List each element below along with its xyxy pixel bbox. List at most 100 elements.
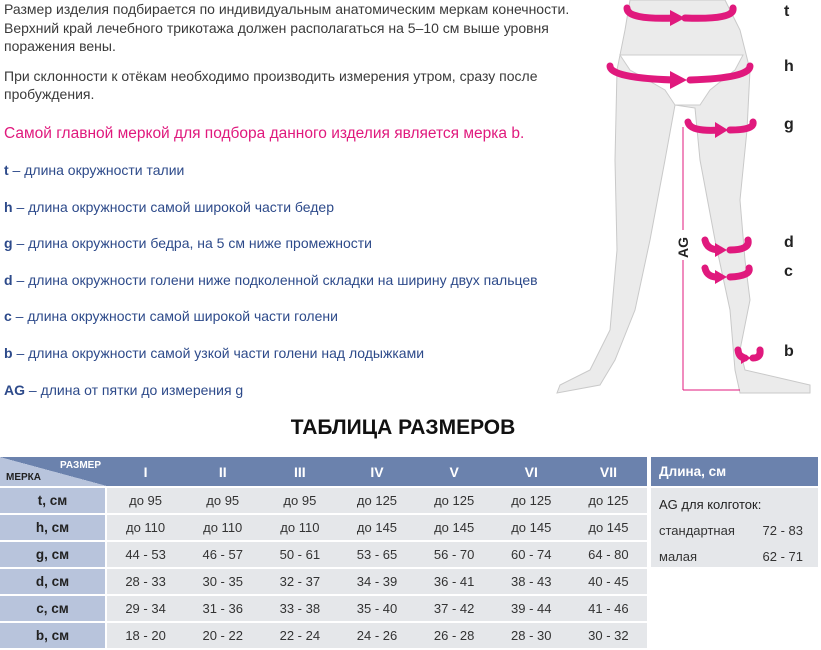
table-cell: 64 - 80 bbox=[569, 542, 647, 567]
table-cell: 26 - 28 bbox=[415, 623, 493, 648]
arrow-h bbox=[606, 62, 754, 84]
length-row: малая 62 - 71 bbox=[659, 544, 810, 570]
size-header: III bbox=[261, 457, 339, 486]
table-cell: 30 - 35 bbox=[184, 569, 262, 594]
legend-code: d bbox=[4, 271, 13, 288]
corner-measure-label: МЕРКА bbox=[6, 472, 41, 483]
ag-label: AG bbox=[675, 237, 691, 258]
legend-item: h – длина окружности самой широкой части… bbox=[4, 197, 538, 234]
ag-label-bg bbox=[673, 230, 693, 260]
intro-paragraph-2: При склонности к отёкам необходимо произ… bbox=[4, 67, 538, 103]
table-cell: 60 - 74 bbox=[492, 542, 570, 567]
length-table: Длина, см AG для колготок: стандартная 72… bbox=[651, 457, 818, 567]
table-cell: до 110 bbox=[261, 515, 339, 540]
legend-code: c bbox=[4, 308, 12, 325]
table-row: g, см 44 - 53 46 - 57 50 - 61 53 - 65 56 - 70… bbox=[0, 542, 647, 567]
length-row: стандартная 72 - 83 bbox=[659, 518, 810, 544]
table-row: h, см до 110 до 110 до 110 до 145 до 145 до 14… bbox=[0, 515, 647, 540]
legend-text: – длина окружности талии bbox=[8, 162, 185, 178]
table-cell: до 145 bbox=[338, 515, 416, 540]
legend-item: t – длина окружности талии bbox=[4, 160, 538, 197]
table-cell: 39 - 44 bbox=[492, 596, 570, 621]
table-row: b, см 18 - 20 20 - 22 22 - 24 24 - 26 26 - 28… bbox=[0, 623, 647, 648]
table-cell: 20 - 22 bbox=[184, 623, 262, 648]
legend-item: d – длина окружности голени ниже подколе… bbox=[4, 270, 538, 307]
row-label: g, см bbox=[0, 542, 107, 567]
table-cell: 35 - 40 bbox=[338, 596, 416, 621]
table-cell: до 145 bbox=[492, 515, 570, 540]
row-label: h, см bbox=[0, 515, 107, 540]
legend-item: AG – длина от пятки до измерения g bbox=[4, 380, 538, 417]
length-subtitle-text: AG для колготок: bbox=[659, 497, 762, 512]
legend-item: b – длина окружности самой узкой части г… bbox=[4, 343, 538, 380]
legend-code: h bbox=[4, 198, 13, 215]
key-measurement-note: Самой главной меркой для подбора данного… bbox=[4, 125, 525, 142]
row-label: t, см bbox=[0, 488, 107, 513]
arrowhead bbox=[670, 71, 687, 89]
length-subtitle: AG для колготок: bbox=[659, 492, 810, 518]
figure-label-h: h bbox=[784, 58, 794, 75]
table-row: c, см 29 - 34 31 - 36 33 - 38 35 - 40 37 - 42… bbox=[0, 596, 647, 621]
table-cell: до 110 bbox=[184, 515, 262, 540]
size-table: РАЗМЕР МЕРКА I II III IV V VI VII t, см до 95 до … bbox=[0, 455, 647, 650]
table-cell: 28 - 30 bbox=[492, 623, 570, 648]
figure-label-d: d bbox=[784, 234, 794, 251]
intro-paragraph-1: Размер изделия подбирается по индивидуал… bbox=[4, 1, 570, 54]
size-header: VII bbox=[569, 457, 647, 486]
table-cell: до 95 bbox=[261, 488, 339, 513]
arrow-t bbox=[623, 4, 737, 22]
row-label: b, см bbox=[0, 623, 107, 648]
table-cell: до 95 bbox=[107, 488, 185, 513]
legend-code: t bbox=[4, 162, 9, 178]
measurement-legend: t – длина окружности талии h – длина окр… bbox=[4, 160, 538, 416]
table-cell: 22 - 24 bbox=[261, 623, 339, 648]
legend-code: b bbox=[4, 344, 13, 361]
legend-text: – длина окружности бедра, на 5 см ниже п… bbox=[12, 235, 372, 252]
legs-silhouette bbox=[556, 0, 811, 394]
length-label: малая bbox=[659, 549, 698, 564]
length-value: 72 - 83 bbox=[762, 523, 803, 538]
table-cell: 32 - 37 bbox=[261, 569, 339, 594]
length-label: стандартная bbox=[659, 523, 735, 538]
intro-text: Размер изделия подбирается по индивидуал… bbox=[4, 0, 604, 115]
table-cell: до 110 bbox=[107, 515, 185, 540]
length-header: Длина, см bbox=[651, 457, 818, 486]
corner-size-label: РАЗМЕР bbox=[60, 460, 101, 471]
size-header: VI bbox=[492, 457, 570, 486]
figure-label-t: t bbox=[784, 3, 790, 20]
table-cell: 37 - 42 bbox=[415, 596, 493, 621]
table-cell: 34 - 39 bbox=[338, 569, 416, 594]
size-header: IV bbox=[338, 457, 416, 486]
size-header: I bbox=[107, 457, 185, 486]
arrowhead bbox=[715, 122, 728, 138]
legs-measurement-figure: AG bbox=[556, 0, 811, 394]
table-cell: 46 - 57 bbox=[184, 542, 262, 567]
legend-item: g – длина окружности бедра, на 5 см ниже… bbox=[4, 233, 538, 270]
table-cell: до 145 bbox=[569, 515, 647, 540]
size-header: II bbox=[184, 457, 262, 486]
figure-label-b: b bbox=[784, 343, 794, 360]
table-row: d, см 28 - 33 30 - 35 32 - 37 34 - 39 36 - 41… bbox=[0, 569, 647, 594]
table-cell: до 125 bbox=[569, 488, 647, 513]
arrowhead bbox=[715, 243, 727, 257]
figure-label-g: g bbox=[784, 116, 794, 133]
table-row: t, см до 95 до 95 до 95 до 125 до 125 до 125 до… bbox=[0, 488, 647, 513]
arrowhead bbox=[715, 270, 727, 284]
legend-text: – длина от пятки до измерения g bbox=[25, 381, 244, 398]
arrowhead bbox=[741, 352, 751, 364]
legend-text: – длина окружности самой широкой части г… bbox=[11, 308, 338, 325]
table-cell: 41 - 46 bbox=[569, 596, 647, 621]
size-header: V bbox=[415, 457, 493, 486]
legend-text: – длина окружности самой широкой части б… bbox=[12, 198, 334, 215]
table-cell: 24 - 26 bbox=[338, 623, 416, 648]
legend-item: c – длина окружности самой широкой части… bbox=[4, 306, 538, 343]
table-cell: 38 - 43 bbox=[492, 569, 570, 594]
table-cell: 18 - 20 bbox=[107, 623, 185, 648]
table-cell: 40 - 45 bbox=[569, 569, 647, 594]
legend-text: – длина окружности самой узкой части гол… bbox=[12, 344, 425, 361]
table-cell: 30 - 32 bbox=[569, 623, 647, 648]
figure-label-c: c bbox=[784, 263, 793, 280]
table-cell: до 125 bbox=[415, 488, 493, 513]
table-corner: РАЗМЕР МЕРКА bbox=[0, 457, 107, 486]
table-cell: до 145 bbox=[415, 515, 493, 540]
